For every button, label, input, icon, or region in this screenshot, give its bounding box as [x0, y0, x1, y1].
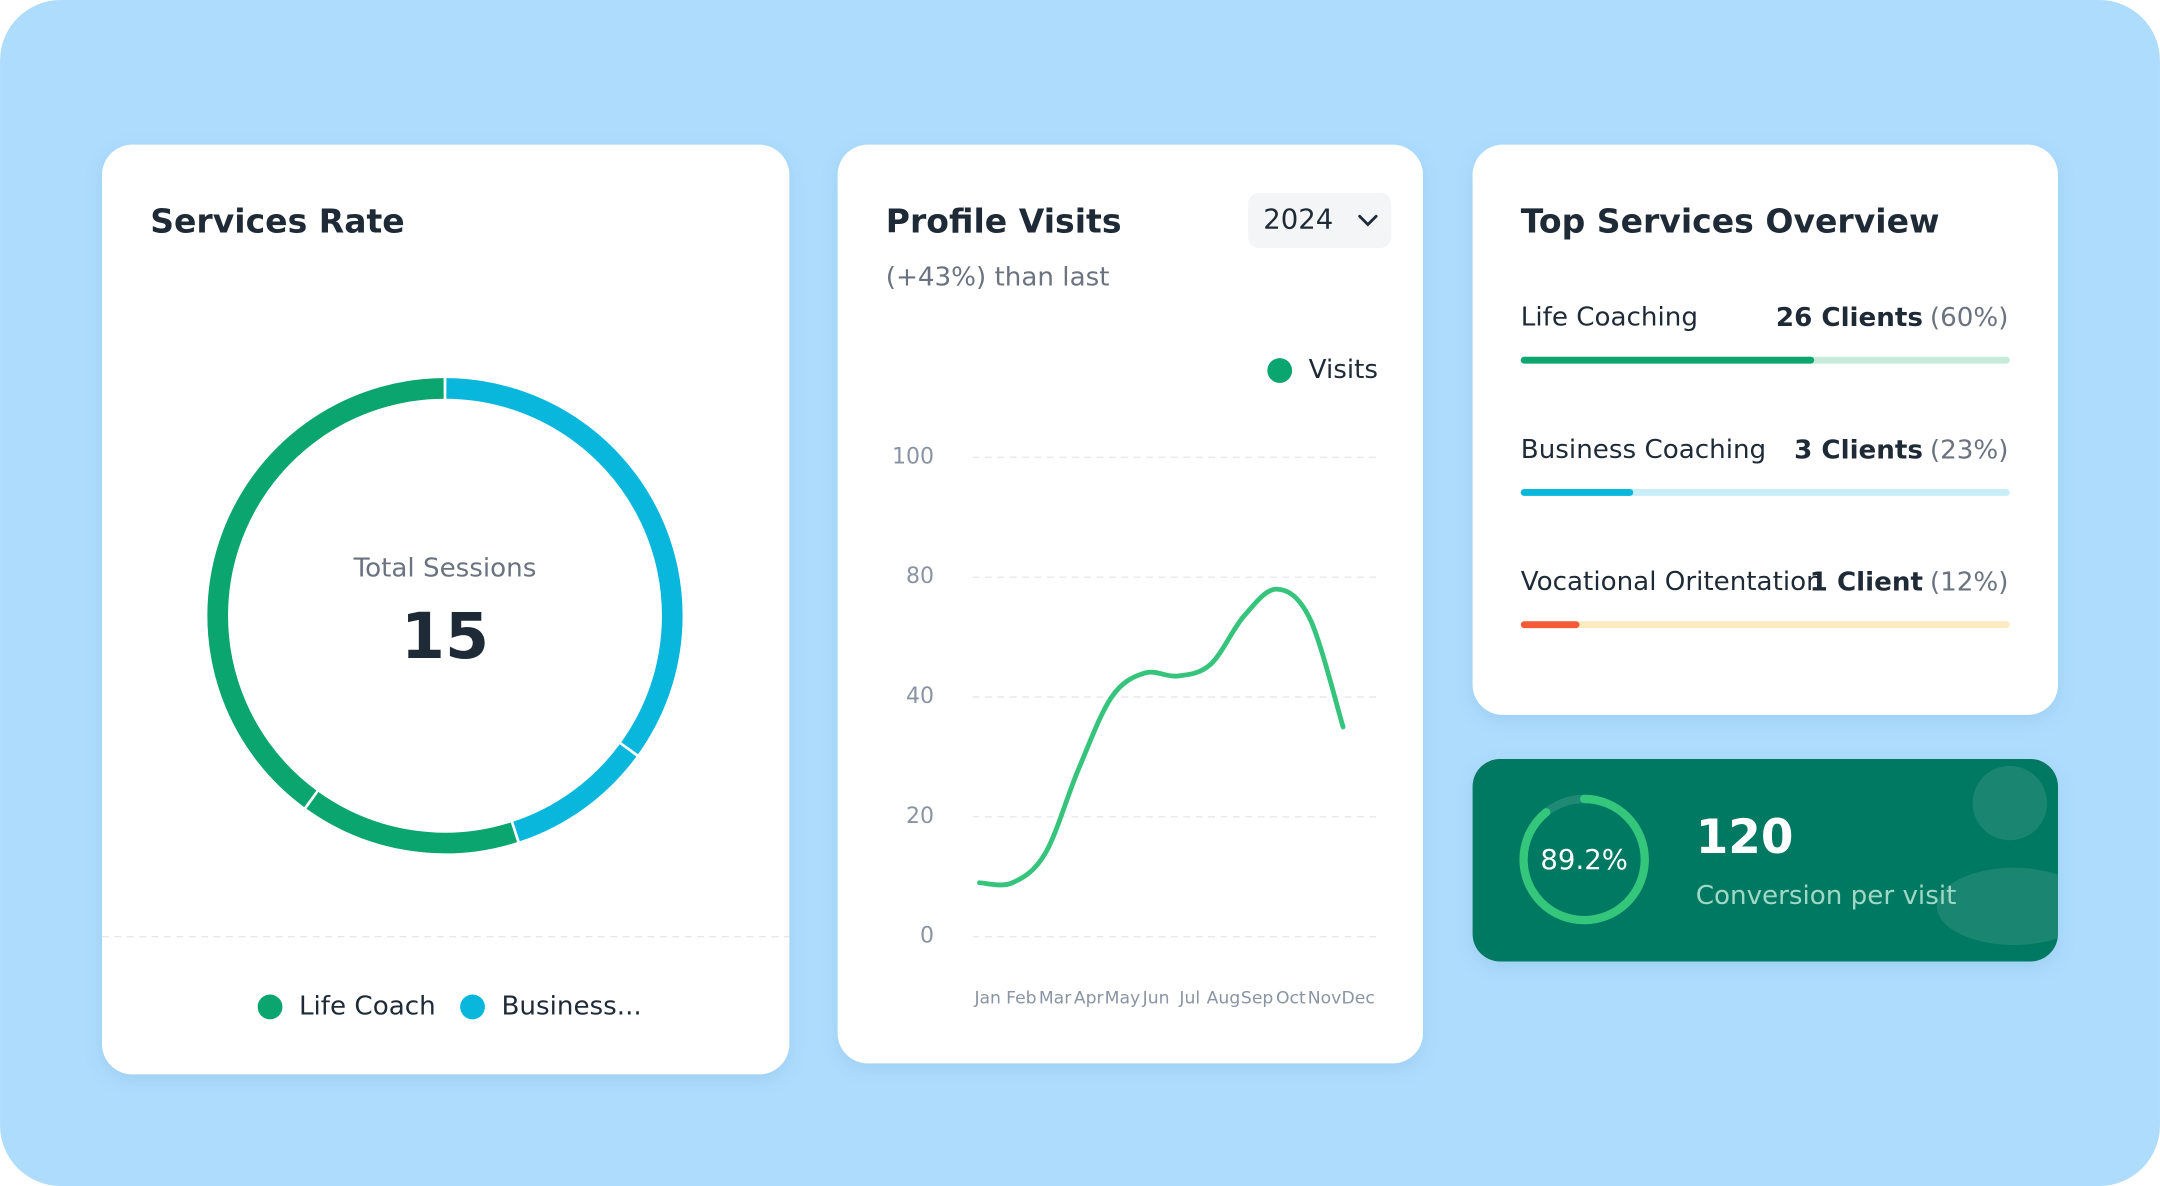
- service-clients: 26 Clients: [1776, 303, 1923, 333]
- progress-fill: [1520, 356, 1815, 364]
- service-clients: 1 Client: [1810, 567, 1923, 597]
- year-dropdown[interactable]: 2024: [1248, 192, 1392, 248]
- donut-segment: [207, 378, 444, 808]
- conversion-count: 120: [1696, 811, 1794, 865]
- service-stats: 3 Clients (23%): [1794, 435, 2008, 465]
- service-stats: 1 Client (12%): [1810, 567, 2009, 597]
- service-percent: (12%): [1930, 567, 2009, 597]
- donut-segment: [446, 378, 683, 755]
- progress-fill: [1520, 621, 1580, 629]
- service-percent: (23%): [1930, 435, 2009, 465]
- service-clients: 3 Clients: [1794, 435, 1923, 465]
- service-name: Vocational Oritentation: [1521, 567, 1823, 597]
- ring-progress: [1519, 794, 1649, 925]
- y-tick-label: 80: [906, 564, 934, 589]
- x-tick-label: Jun: [1142, 989, 1170, 1009]
- subtitle: (+43%) than last: [886, 263, 1110, 293]
- progress-fill: [1520, 489, 1634, 496]
- service-name: Life Coaching: [1521, 303, 1698, 333]
- dropdown-box[interactable]: [1248, 192, 1392, 248]
- x-tick-label: Feb: [1006, 989, 1036, 1009]
- center-value: 15: [401, 599, 489, 673]
- x-tick-label: Dec: [1342, 989, 1375, 1009]
- conversion-label: Conversion per visit: [1696, 881, 1957, 911]
- chevron[interactable]: [1358, 214, 1378, 227]
- legend-label: Life Coach: [299, 991, 436, 1021]
- card-title: Services Rate: [150, 202, 405, 241]
- legend-dot: [460, 994, 485, 1020]
- y-tick-label: 0: [920, 924, 934, 949]
- y-tick-label: 40: [906, 684, 934, 709]
- x-tick-label: Apr: [1074, 989, 1105, 1009]
- y-tick-label: 20: [906, 804, 934, 829]
- x-tick-label: Sep: [1241, 989, 1273, 1009]
- card-title: Top Services Overview: [1521, 202, 1940, 241]
- deco-circle: [1972, 765, 2047, 841]
- x-tick-label: Aug: [1207, 989, 1241, 1009]
- top-services-card: [1472, 144, 2059, 715]
- y-tick-label: 100: [892, 444, 934, 469]
- legend-dot: [257, 994, 283, 1020]
- progress-track: [1520, 489, 2010, 496]
- x-tick-label: Mar: [1039, 989, 1072, 1009]
- service-percent: (60%): [1930, 303, 2009, 333]
- x-tick-label: Jan: [973, 989, 1001, 1009]
- legend-label: Business...: [501, 991, 641, 1021]
- legend-label: Visits: [1309, 355, 1378, 385]
- service-stats: 26 Clients (60%): [1776, 303, 2009, 333]
- x-tick-label: Oct: [1276, 989, 1306, 1009]
- x-tick-label: May: [1105, 989, 1141, 1009]
- progress-track: [1520, 621, 2010, 629]
- service-name: Business Coaching: [1521, 435, 1766, 465]
- x-tick-label: Jul: [1178, 989, 1200, 1009]
- card-title: Profile Visits: [886, 202, 1122, 241]
- visits-line: [977, 586, 1346, 888]
- services-card: [101, 144, 790, 1075]
- center-label: Total Sessions: [353, 553, 537, 583]
- dropdown-value[interactable]: 2024: [1263, 203, 1333, 235]
- conversion-percent: 89.2%: [1540, 844, 1627, 876]
- decoration: [1936, 765, 2059, 945]
- donut-segment: [513, 744, 637, 842]
- donut-segment: [306, 791, 518, 854]
- x-tick-label: Nov: [1308, 989, 1342, 1009]
- deco-ellipse: [1936, 867, 2059, 945]
- legend-dot: [1267, 358, 1293, 383]
